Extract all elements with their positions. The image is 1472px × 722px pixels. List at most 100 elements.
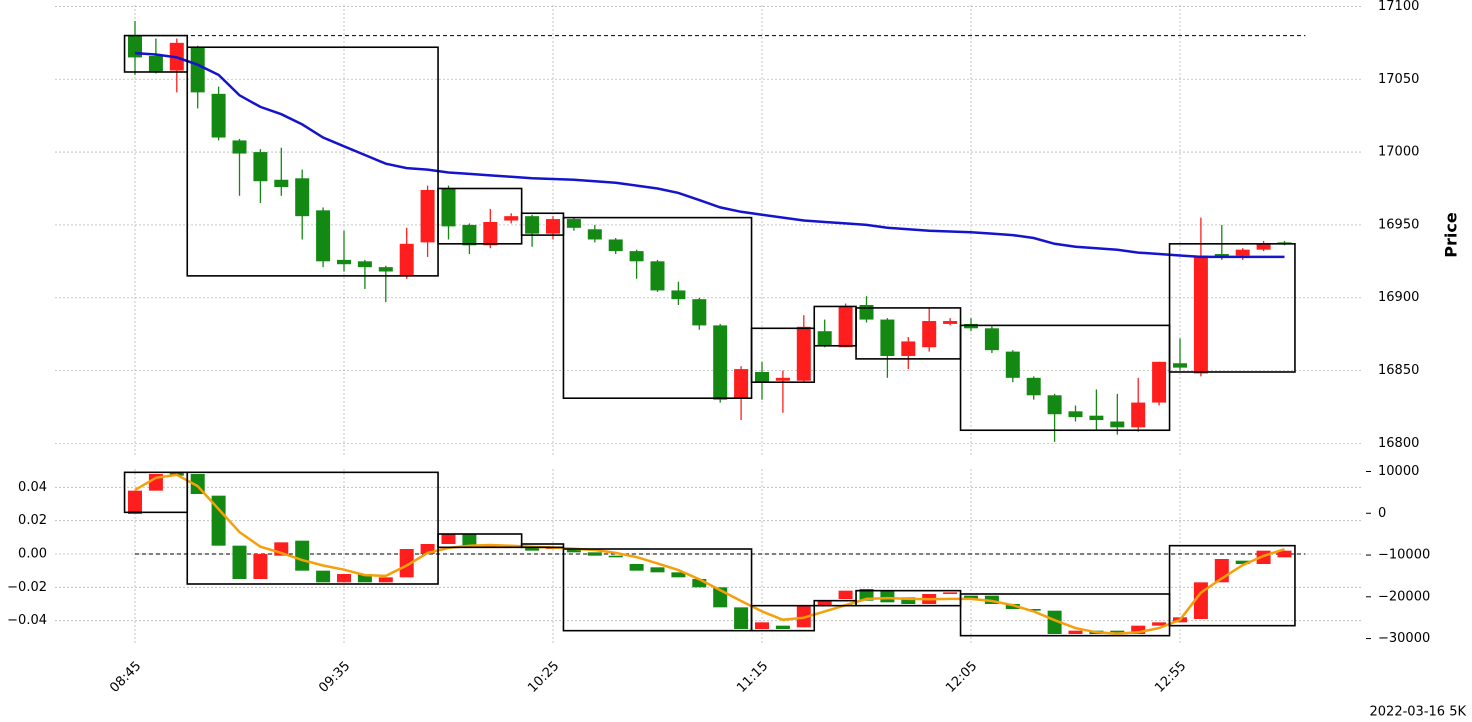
candle-body bbox=[901, 597, 916, 604]
candle-body bbox=[692, 579, 707, 588]
candle-body bbox=[1277, 550, 1292, 558]
range-box bbox=[750, 327, 816, 383]
candle-body bbox=[838, 590, 853, 599]
candle-body bbox=[504, 216, 519, 221]
candle-body bbox=[483, 545, 498, 548]
candle-body bbox=[1110, 421, 1125, 428]
candle-body bbox=[880, 319, 895, 356]
candle-body bbox=[399, 243, 414, 276]
range-box bbox=[562, 216, 753, 400]
y-tick-label: 16950 bbox=[1378, 217, 1419, 232]
line-series bbox=[134, 473, 1285, 635]
y2-tick-label: −20000 bbox=[1378, 589, 1430, 604]
candle-body bbox=[587, 229, 602, 240]
candle-body bbox=[546, 219, 560, 234]
y-axis-label: Price bbox=[1442, 212, 1461, 258]
candle-body bbox=[566, 549, 581, 553]
candle-body bbox=[984, 328, 999, 351]
candle-body bbox=[608, 555, 623, 558]
candle-body bbox=[128, 490, 142, 514]
candle-body bbox=[1131, 625, 1146, 634]
candle-body bbox=[796, 326, 811, 381]
range-box bbox=[1168, 544, 1296, 627]
y-tick-label: 17000 bbox=[1378, 145, 1419, 160]
candle-body bbox=[566, 219, 581, 228]
x-tick-label: 12:05 bbox=[943, 659, 980, 696]
candle-body bbox=[1131, 402, 1146, 428]
candle-body bbox=[1235, 560, 1250, 564]
candle-body bbox=[1026, 377, 1041, 396]
x-tick-label: 08:45 bbox=[107, 659, 144, 696]
y-tick-label: 0.04 bbox=[18, 480, 47, 495]
x-tick-label: 10:25 bbox=[525, 659, 562, 696]
candle-body bbox=[1068, 411, 1083, 418]
candle-body bbox=[922, 321, 937, 348]
y-tick-label: 16900 bbox=[1378, 290, 1419, 305]
candle-body bbox=[295, 540, 310, 571]
range-box bbox=[186, 46, 439, 277]
y2-tick-label: −10000 bbox=[1378, 548, 1430, 563]
candle-body bbox=[525, 216, 540, 234]
candle-body bbox=[525, 547, 540, 551]
range-box bbox=[562, 548, 753, 632]
candle-body bbox=[943, 321, 958, 324]
y-tick-label: 0.00 bbox=[18, 547, 47, 562]
candle-body bbox=[378, 267, 393, 272]
x-tick-label: 11:15 bbox=[734, 659, 771, 696]
candle-body bbox=[190, 47, 205, 93]
candle-body bbox=[148, 55, 163, 72]
range-box bbox=[520, 543, 565, 549]
y2-tick-label: 0 bbox=[1378, 506, 1386, 521]
candle-body bbox=[692, 299, 707, 326]
candle-body bbox=[253, 152, 268, 182]
candle-body bbox=[880, 590, 895, 603]
candle-body bbox=[859, 589, 874, 601]
candle-body bbox=[357, 261, 372, 268]
candle-body bbox=[1110, 630, 1125, 634]
candle-body bbox=[1235, 249, 1250, 256]
candle-body bbox=[295, 178, 310, 217]
candle-body bbox=[1256, 243, 1271, 250]
footer: 2022-03-16 5K bbox=[1370, 705, 1467, 720]
candle-body bbox=[462, 534, 477, 546]
candle-body bbox=[1173, 363, 1187, 368]
candle-body bbox=[232, 545, 247, 579]
candle-body bbox=[629, 251, 644, 262]
candle-body bbox=[211, 93, 226, 138]
y-tick-label: 0.02 bbox=[18, 513, 47, 528]
range-box bbox=[437, 533, 523, 549]
candle-body bbox=[420, 189, 435, 243]
candle-body bbox=[817, 331, 832, 346]
candle-body bbox=[441, 534, 456, 544]
range-box bbox=[959, 324, 1171, 432]
candle-body bbox=[1152, 622, 1167, 626]
candle-body bbox=[775, 625, 790, 629]
candle-body bbox=[755, 371, 769, 383]
candle-body bbox=[1047, 395, 1062, 415]
candle-body bbox=[713, 325, 728, 400]
candle-body bbox=[838, 306, 853, 348]
candle-body bbox=[253, 554, 268, 579]
candle-body bbox=[901, 341, 916, 356]
candle-body bbox=[483, 221, 498, 246]
line-series bbox=[134, 51, 1285, 259]
candle-body bbox=[1047, 610, 1062, 634]
candle-body bbox=[357, 574, 372, 583]
candle-body bbox=[755, 622, 769, 629]
candle-body bbox=[650, 261, 665, 291]
candle-body bbox=[943, 592, 958, 594]
range-box bbox=[1168, 243, 1296, 373]
candle-body bbox=[608, 239, 623, 252]
candle-body bbox=[650, 567, 665, 573]
candle-body bbox=[1089, 415, 1104, 421]
candle-body bbox=[378, 577, 393, 583]
candle-body bbox=[1193, 255, 1208, 374]
candle-body bbox=[817, 600, 832, 606]
candle-body bbox=[671, 572, 686, 578]
candle-body bbox=[671, 290, 686, 300]
y2-tick-label: 10000 bbox=[1378, 464, 1419, 479]
candle-body bbox=[964, 595, 978, 599]
y-tick-label: −0.02 bbox=[7, 580, 47, 595]
candle-body bbox=[420, 544, 435, 554]
